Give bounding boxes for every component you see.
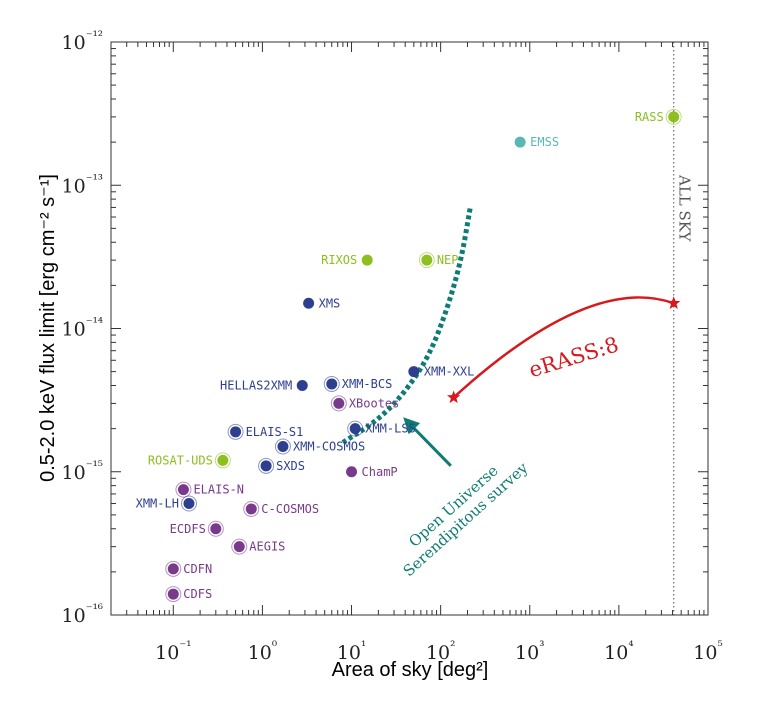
survey-point (183, 498, 195, 510)
survey-label: XMM-LH (136, 497, 179, 511)
survey-label: NEP (437, 253, 459, 267)
survey-point-ring (165, 586, 182, 603)
survey-label: RASS (635, 110, 664, 124)
x-tick-label: 10⁴ (604, 639, 633, 664)
survey-point (346, 466, 358, 478)
survey-label: ELAIS-N (193, 483, 244, 497)
survey-point-ring (214, 452, 231, 469)
survey-point-ring (165, 560, 182, 577)
survey-label: XMM-XXL (424, 365, 475, 379)
survey-point (277, 441, 289, 453)
survey-label: CDFN (183, 562, 212, 576)
survey-point-ring (243, 500, 260, 517)
survey-point (177, 484, 189, 496)
survey-point (421, 254, 433, 266)
survey-label: XMM-BCS (342, 377, 393, 391)
survey-point-ring (274, 438, 291, 455)
survey-point-ring (175, 481, 192, 498)
y-tick-label: 10⁻¹³ (62, 172, 103, 197)
open-universe-curve (341, 207, 473, 445)
survey-point-ring (180, 495, 197, 512)
survey-point (296, 380, 308, 392)
x-axis-title: Area of sky [deg²] (332, 659, 489, 681)
survey-label: C-COSMOS (261, 502, 319, 516)
survey-label: XMS (319, 296, 341, 310)
survey-point (514, 136, 526, 148)
y-tick-label: 10⁻¹² (62, 29, 103, 54)
survey-point-ring (330, 395, 347, 412)
y-tick-label: 10⁻¹⁶ (62, 602, 103, 627)
survey-label: XMM-COSMOS (293, 440, 365, 454)
survey-point (668, 111, 680, 123)
erass-end-star (667, 296, 681, 309)
erass-curve (452, 296, 675, 399)
all-sky-label: ALL SKY (676, 174, 694, 243)
x-tick-label: 10³ (515, 639, 544, 664)
survey-point-ring (665, 108, 682, 125)
survey-point (167, 588, 179, 600)
marks-layer (165, 42, 682, 615)
survey-label: HELLAS2XMM (220, 379, 292, 393)
y-tick-label: 10⁻¹⁵ (62, 459, 103, 484)
survey-point (333, 397, 345, 409)
survey-point (230, 426, 242, 438)
y-tick-label: 10⁻¹⁴ (62, 316, 103, 341)
survey-label: EMSS (530, 135, 559, 149)
survey-label: AEGIS (249, 540, 285, 554)
x-tick-label: 10² (426, 639, 455, 664)
survey-point (167, 563, 179, 575)
open-universe-arrow-shaft (408, 422, 452, 467)
x-tick-label: 10⁵ (693, 639, 722, 664)
open-universe-arrow-head (403, 417, 421, 435)
open-universe-label: Open UniverseSerendipitous survey (388, 445, 532, 580)
survey-point-ring (347, 420, 364, 437)
survey-point-ring (231, 538, 248, 555)
survey-point-ring (227, 423, 244, 440)
x-tick-label: 10¹ (337, 639, 366, 664)
x-tick-label: 10⁻¹ (155, 639, 191, 664)
survey-point (217, 454, 229, 466)
x-tick-label: 10⁰ (248, 639, 277, 664)
survey-label: XBootes (349, 396, 400, 410)
survey-label: ELAIS-S1 (246, 425, 304, 439)
survey-point (233, 541, 245, 553)
survey-label: SXDS (276, 459, 305, 473)
survey-point-ring (207, 520, 224, 537)
survey-label: XMM-LSS (365, 422, 416, 436)
survey-point (260, 460, 272, 472)
y-axis-title: 0.5-2.0 keV flux limit [erg cm⁻² s⁻¹] (37, 174, 59, 482)
survey-label: ROSAT-UDS (148, 453, 213, 467)
survey-point (245, 503, 257, 515)
survey-point (303, 297, 315, 309)
survey-point (326, 378, 338, 390)
survey-label: ECDFS (170, 522, 206, 536)
survey-point (349, 423, 361, 435)
survey-point (210, 523, 222, 535)
erass-start-star (447, 390, 461, 404)
survey-point (361, 254, 373, 266)
survey-point-ring (258, 457, 275, 474)
survey-point-ring (418, 252, 435, 269)
ticks-layer: 10⁻¹ 10⁰ 10¹ 10² 10³ 10⁴ 10⁵ 10⁻¹⁶ 10⁻¹⁵ 10⁻¹⁴ 10⁻… (62, 29, 723, 664)
survey-point-ring (323, 375, 340, 392)
erass-label: eRASS:8 (526, 332, 621, 382)
survey-label: ChamP (362, 465, 398, 479)
survey-label: RIXOS (321, 253, 357, 267)
survey-point (408, 366, 420, 378)
survey-label: CDFS (183, 587, 212, 601)
